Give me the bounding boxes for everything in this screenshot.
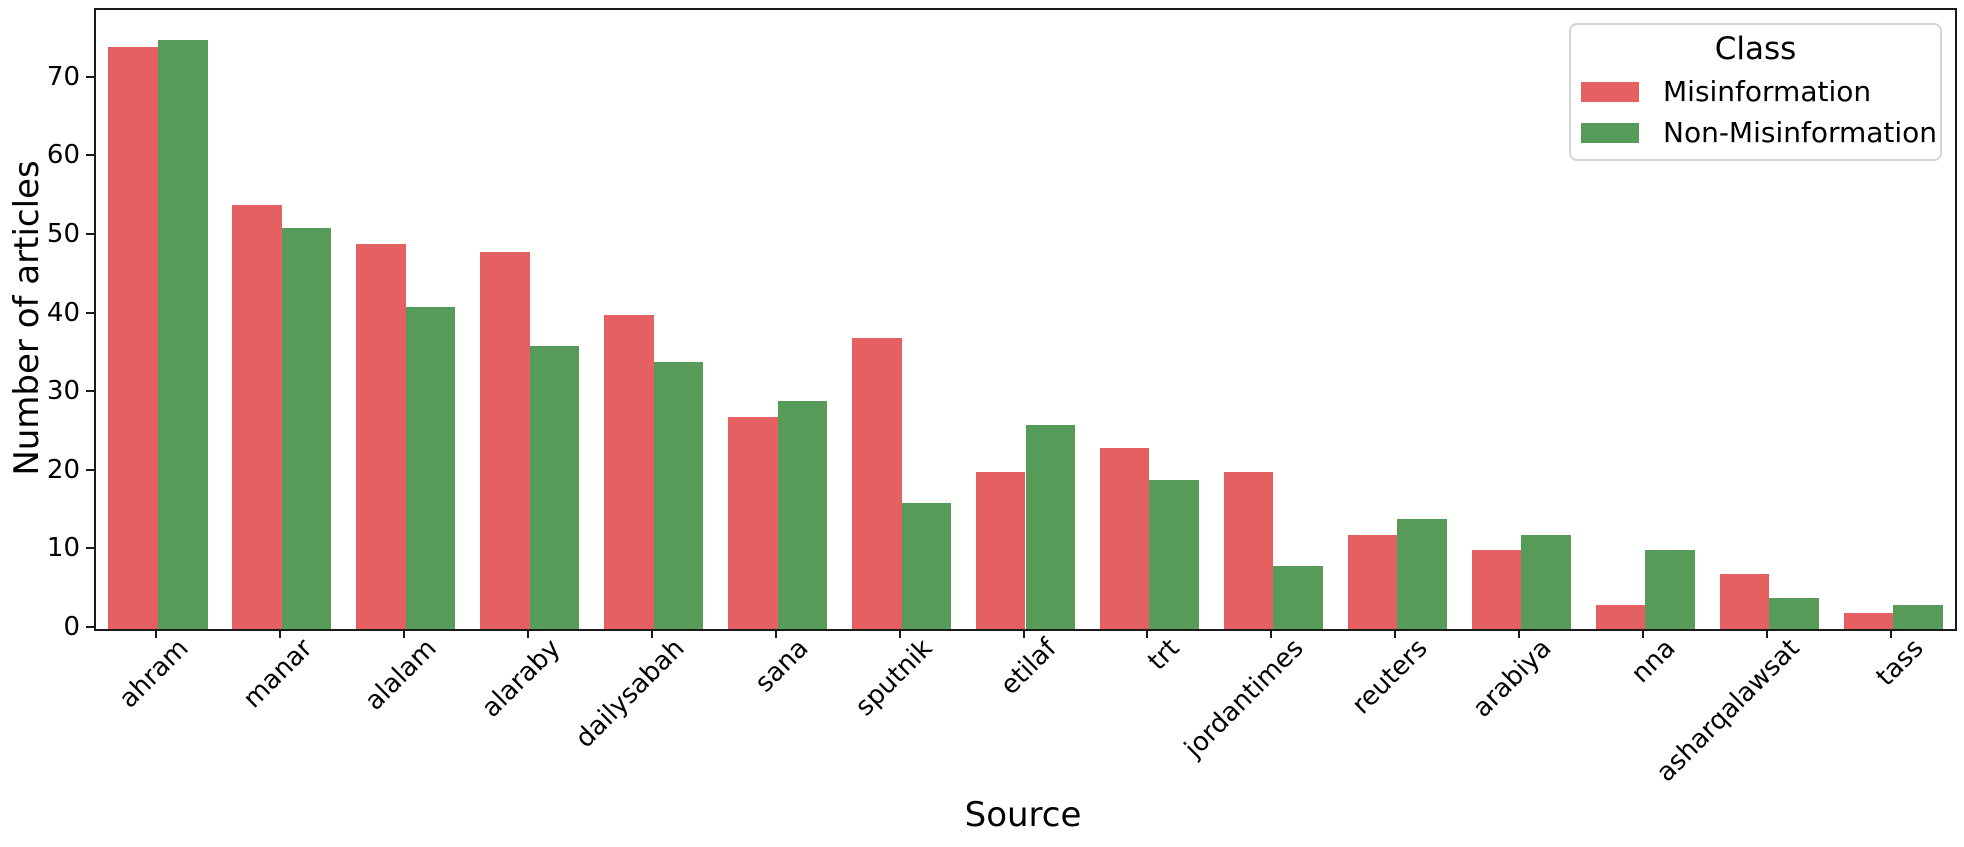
bar-misinformation-dailysabah (604, 314, 654, 629)
bar-misinformation-manar (232, 204, 282, 629)
legend-label-non-misinformation: Non-Misinformation (1663, 116, 1938, 149)
y-tick-label-50: 50 (46, 219, 80, 249)
legend-title: Class (1714, 31, 1797, 67)
y-tick-10 (86, 547, 95, 550)
bar-non-misinformation-sputnik (901, 503, 952, 629)
bar-misinformation-sana (728, 416, 778, 629)
y-tick-label-30: 30 (46, 376, 80, 407)
y-tick-0 (86, 626, 95, 628)
legend-entry-misinformation: Misinformation (1571, 71, 1940, 112)
x-tick-label-nna: nna (1625, 633, 1682, 690)
x-tick-asharqalawsat (1766, 629, 1769, 638)
legend-entry-non-misinformation: Non-Misinformation (1571, 112, 1940, 153)
x-tick-sputnik (898, 629, 901, 638)
x-tick-alaraby (526, 629, 529, 638)
x-tick-sana (774, 629, 777, 638)
bar-non-misinformation-dailysabah (653, 361, 704, 629)
x-tick-label-ahram: ahram (113, 633, 195, 715)
bar-misinformation-asharqalawsat (1719, 574, 1770, 629)
bar-misinformation-tass (1843, 613, 1894, 629)
x-tick-reuters (1394, 629, 1397, 638)
bar-misinformation-reuters (1347, 534, 1398, 629)
bar-non-misinformation-arabiya (1521, 534, 1571, 629)
bar-misinformation-etilaf (975, 471, 1026, 629)
bar-misinformation-alaraby (480, 251, 530, 629)
y-tick-label-40: 40 (46, 297, 80, 328)
x-tick-tass (1890, 629, 1892, 638)
bar-non-misinformation-manar (281, 228, 332, 629)
bar-misinformation-nna (1595, 605, 1646, 629)
y-tick-label-0: 0 (63, 612, 80, 642)
bar-non-misinformation-ahram (158, 39, 208, 629)
misinformation-swatch-icon (1581, 81, 1639, 102)
x-tick-ahram (155, 629, 157, 638)
x-tick-etilaf (1022, 629, 1025, 638)
bar-non-misinformation-alalam (405, 306, 456, 629)
bar-non-misinformation-tass (1893, 605, 1943, 629)
y-tick-label-10: 10 (46, 533, 80, 564)
y-tick-40 (86, 311, 95, 314)
bar-non-misinformation-asharqalawsat (1769, 597, 1819, 629)
y-tick-70 (86, 75, 95, 78)
y-axis-title: Number of articles (7, 160, 47, 476)
x-tick-jordantimes (1270, 629, 1273, 638)
bar-misinformation-alalam (356, 243, 406, 629)
y-tick-60 (86, 154, 95, 157)
y-tick-50 (86, 233, 95, 235)
bar-non-misinformation-alaraby (529, 346, 580, 629)
y-tick-label-60: 60 (46, 140, 80, 171)
y-tick-20 (86, 468, 95, 471)
x-tick-dailysabah (650, 629, 653, 638)
x-tick-label-manar: manar (237, 633, 319, 715)
x-tick-label-sputnik: sputnik (849, 633, 939, 723)
bar-misinformation-jordantimes (1223, 471, 1274, 629)
legend: Class Misinformation Non-Misinformation (1569, 23, 1942, 161)
x-tick-label-sana: sana (749, 633, 815, 699)
bar-non-misinformation-jordantimes (1273, 566, 1323, 629)
x-tick-label-dailysabah: dailysabah (569, 633, 691, 754)
bar-non-misinformation-trt (1149, 479, 1199, 629)
x-tick-label-arabiya: arabiya (1467, 633, 1558, 724)
x-tick-nna (1642, 629, 1645, 638)
x-tick-alalam (402, 629, 405, 638)
x-tick-label-alalam: alalam (359, 633, 443, 717)
bar-misinformation-arabiya (1471, 550, 1522, 629)
bar-misinformation-sputnik (852, 338, 902, 629)
bar-non-misinformation-nna (1645, 550, 1695, 629)
legend-label-misinformation: Misinformation (1663, 75, 1872, 108)
x-axis-title: Source (964, 795, 1082, 835)
bar-non-misinformation-sana (777, 401, 828, 629)
x-tick-trt (1146, 629, 1149, 638)
bar-misinformation-trt (1099, 448, 1150, 629)
non-misinformation-swatch-icon (1581, 122, 1639, 143)
x-tick-label-alaraby: alaraby (476, 633, 567, 724)
y-tick-30 (86, 390, 95, 393)
x-tick-arabiya (1518, 629, 1521, 638)
x-tick-label-asharqalawsat: asharqalawsat (1650, 633, 1806, 788)
x-tick-label-jordantimes: jordantimes (1179, 633, 1310, 764)
x-tick-label-reuters: reuters (1346, 633, 1434, 721)
bar-non-misinformation-etilaf (1025, 424, 1076, 629)
bar-misinformation-ahram (108, 47, 158, 629)
y-tick-label-20: 20 (46, 454, 80, 485)
y-tick-label-70: 70 (46, 61, 80, 92)
bar-non-misinformation-reuters (1397, 519, 1447, 629)
x-tick-manar (278, 629, 281, 638)
x-tick-label-tass: tass (1870, 633, 1930, 693)
